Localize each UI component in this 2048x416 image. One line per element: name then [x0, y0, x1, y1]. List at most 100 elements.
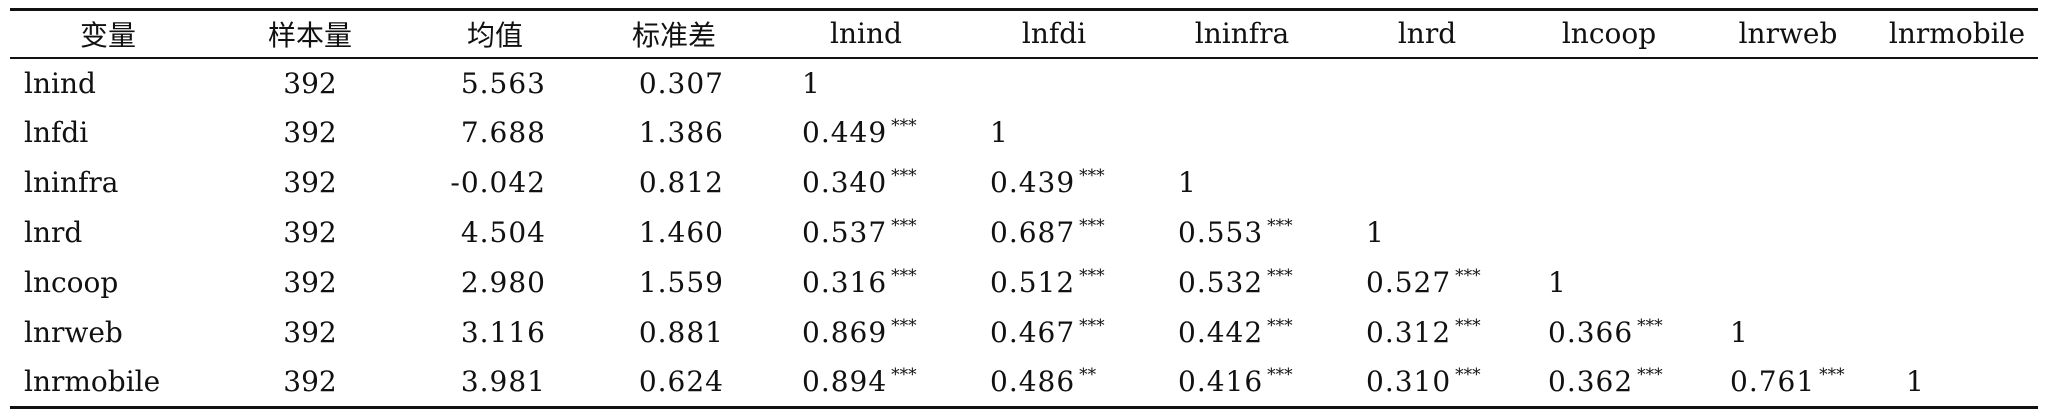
correlation-value: 1: [990, 116, 1009, 149]
cell-sample-size: 392: [283, 66, 337, 100]
cell-correlation: [1336, 158, 1518, 208]
table-row: lncoop 392 2.980 1.559 0.316 *** 0.512 *** 0.532…: [10, 258, 2038, 308]
header-row: 变量 样本量 均值 标准差 lnind lnfdi lninfra lnrd l…: [10, 9, 2038, 58]
cell-mean: 5.563: [460, 66, 546, 100]
significance-stars: ***: [1079, 166, 1105, 186]
cell-std-dev: 1.460: [638, 216, 724, 249]
correlation-value: 0.310: [1366, 365, 1452, 399]
cell-correlation: [960, 58, 1148, 108]
header-lnfdi: lnfdi: [1021, 17, 1087, 51]
cell-sample-size: 392: [283, 266, 337, 299]
correlation-value: 0.687: [990, 216, 1076, 249]
cell-std-dev: 0.307: [638, 66, 724, 100]
correlation-value: 1: [802, 66, 821, 100]
correlation-value: 0.486: [990, 365, 1076, 399]
cell-correlation: 0.532 ***: [1148, 258, 1336, 308]
cell-correlation: [1148, 58, 1336, 108]
cell-correlation: [1700, 208, 1876, 258]
correlation-value: 0.532: [1178, 266, 1264, 299]
cell-variable: lnrd: [24, 216, 83, 249]
cell-mean: 3.116: [460, 316, 546, 349]
cell-variable: lncoop: [24, 266, 119, 299]
cell-variable: lnrweb: [24, 316, 123, 349]
header-lnind: lnind: [830, 17, 902, 51]
cell-sample-size: 392: [283, 216, 337, 249]
correlation-value: 0.416: [1178, 365, 1264, 399]
significance-stars: ***: [1267, 216, 1293, 236]
cell-correlation: 0.312 ***: [1336, 308, 1518, 358]
cell-correlation: 0.416 ***: [1148, 358, 1336, 408]
cell-correlation: 0.310 ***: [1336, 358, 1518, 408]
header-mean: 均值: [466, 18, 523, 52]
correlation-value: 0.439: [990, 166, 1076, 199]
correlation-value: 1: [1548, 266, 1567, 299]
cell-correlation: 0.512 ***: [960, 258, 1148, 308]
cell-correlation: 0.316 ***: [772, 258, 960, 308]
cell-mean: 7.688: [460, 116, 546, 149]
correlation-value: 0.527: [1366, 266, 1452, 299]
cell-correlation: 1: [1148, 158, 1336, 208]
correlation-value: 0.449: [802, 116, 888, 149]
table-row: lnfdi 392 7.688 1.386 0.449 *** 1: [10, 108, 2038, 158]
cell-correlation: 0.362 ***: [1518, 358, 1700, 408]
significance-stars: ***: [1455, 365, 1481, 386]
correlation-value: 0.537: [802, 216, 888, 249]
cell-std-dev: 0.812: [638, 166, 724, 199]
cell-correlation: [1336, 58, 1518, 108]
cell-sample-size: 392: [283, 116, 337, 149]
significance-stars: ***: [1079, 316, 1105, 336]
cell-correlation: [1876, 158, 2038, 208]
cell-std-dev: 0.881: [638, 316, 724, 349]
cell-correlation: [1876, 58, 2038, 108]
significance-stars: ***: [891, 365, 917, 386]
cell-mean: -0.042: [450, 166, 546, 199]
table-row: lnrd 392 4.504 1.460 0.537 *** 0.687 *** 0.553 **…: [10, 208, 2038, 258]
cell-variable: lnrmobile: [24, 365, 161, 399]
cell-correlation: 0.449 ***: [772, 108, 960, 158]
cell-sample-size: 392: [283, 365, 337, 399]
cell-correlation: 1: [1876, 358, 2038, 408]
cell-correlation: [1148, 108, 1336, 158]
cell-correlation: [1700, 258, 1876, 308]
cell-correlation: 0.537 ***: [772, 208, 960, 258]
significance-stars: ***: [1079, 216, 1105, 236]
cell-std-dev: 0.624: [638, 365, 724, 399]
cell-correlation: 1: [1518, 258, 1700, 308]
significance-stars: ***: [891, 266, 917, 286]
cell-correlation: [1518, 208, 1700, 258]
significance-stars: ***: [1267, 316, 1293, 336]
cell-correlation: 0.486 **: [960, 358, 1148, 408]
header-variable: 变量: [79, 18, 136, 52]
header-lnrmobile: lnrmobile: [1888, 17, 2026, 51]
correlation-value: 1: [1730, 316, 1749, 349]
significance-stars: ***: [891, 216, 917, 236]
correlation-table-container: 变量 样本量 均值 标准差 lnind lnfdi lninfra lnrd l…: [10, 8, 2038, 409]
cell-correlation: 0.761 ***: [1700, 358, 1876, 408]
descriptive-correlation-table: 变量 样本量 均值 标准差 lnind lnfdi lninfra lnrd l…: [10, 8, 2038, 409]
header-sample-size: 样本量: [267, 18, 352, 52]
significance-stars: ***: [1819, 365, 1845, 386]
cell-correlation: [1700, 58, 1876, 108]
cell-correlation: 0.467 ***: [960, 308, 1148, 358]
cell-variable: lnfdi: [24, 116, 89, 149]
cell-correlation: 0.553 ***: [1148, 208, 1336, 258]
significance-stars: ***: [1267, 365, 1293, 386]
correlation-value: 0.362: [1548, 365, 1634, 399]
correlation-value: 1: [1906, 365, 1925, 399]
significance-stars: **: [1079, 365, 1097, 386]
cell-mean: 3.981: [460, 365, 546, 399]
significance-stars: ***: [1637, 316, 1663, 336]
header-lnrd: lnrd: [1397, 17, 1457, 51]
cell-correlation: [1518, 158, 1700, 208]
cell-correlation: 0.366 ***: [1518, 308, 1700, 358]
cell-correlation: [1518, 108, 1700, 158]
cell-correlation: 1: [1700, 308, 1876, 358]
cell-mean: 4.504: [460, 216, 546, 249]
correlation-value: 0.316: [802, 266, 888, 299]
cell-sample-size: 392: [283, 166, 337, 199]
significance-stars: ***: [1637, 365, 1663, 386]
correlation-value: 0.366: [1548, 316, 1634, 349]
correlation-value: 0.894: [802, 365, 888, 399]
header-lncoop: lncoop: [1561, 17, 1657, 51]
cell-correlation: 0.439 ***: [960, 158, 1148, 208]
